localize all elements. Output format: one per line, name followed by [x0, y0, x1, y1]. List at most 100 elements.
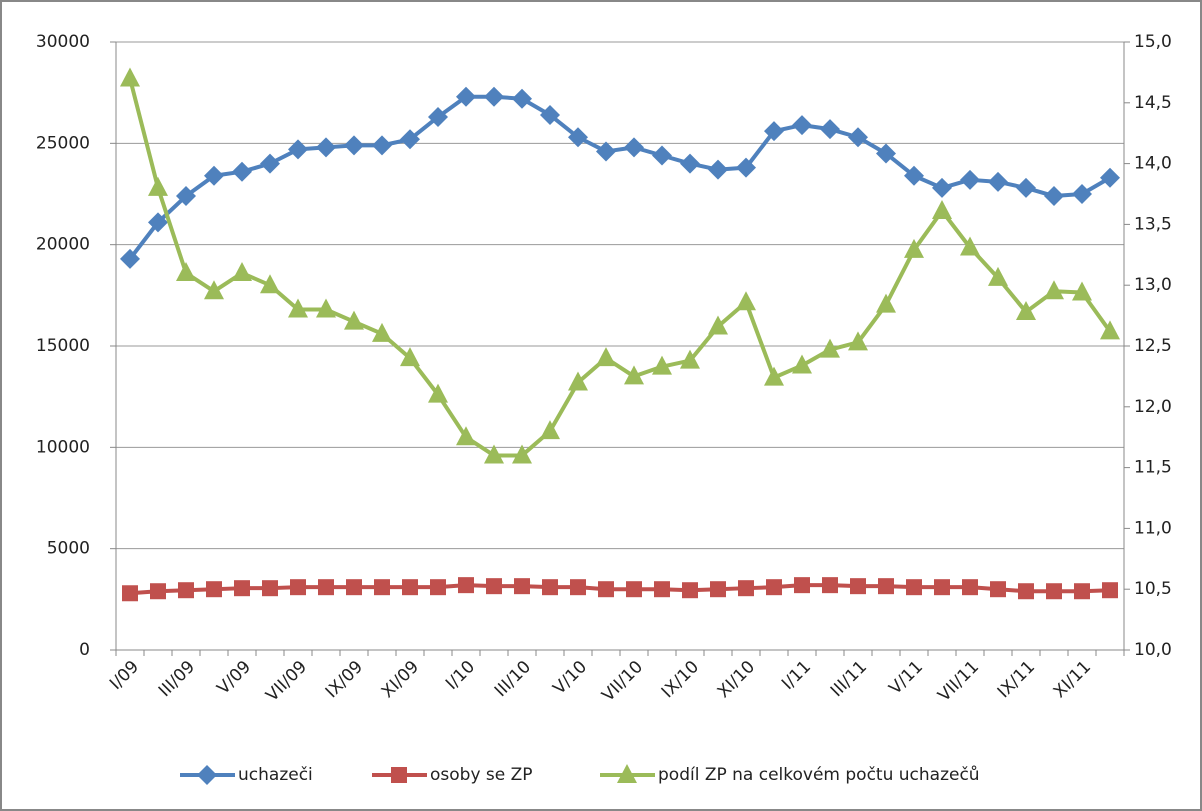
data-point [962, 579, 978, 596]
data-point [850, 578, 866, 595]
data-point [568, 371, 588, 391]
y2-tick-label: 10,5 [1134, 579, 1172, 599]
data-point [1044, 186, 1064, 207]
data-point [1016, 177, 1036, 198]
y-tick-label: 20000 [36, 235, 90, 255]
data-point [148, 176, 168, 196]
data-point [176, 186, 196, 207]
data-point [1072, 184, 1092, 204]
data-point [822, 577, 838, 594]
data-point [708, 159, 728, 180]
data-point [596, 347, 616, 367]
y-tick-label: 0 [79, 640, 90, 660]
data-point [372, 135, 392, 156]
data-point [456, 426, 476, 446]
legend-label: osoby se ZP [430, 765, 533, 785]
y2-tick-label: 12,5 [1134, 336, 1172, 356]
data-point [736, 157, 756, 178]
data-point [624, 137, 644, 158]
legend-label: uchazeči [238, 765, 313, 785]
data-point [178, 582, 194, 599]
data-point [344, 310, 364, 330]
data-point [568, 127, 588, 148]
y2-tick-label: 13,5 [1134, 214, 1172, 234]
data-point [960, 236, 980, 256]
y-tick-label: 25000 [36, 133, 90, 153]
data-point [988, 171, 1008, 192]
data-point [906, 579, 922, 596]
data-point [150, 583, 166, 600]
data-point [484, 444, 504, 464]
data-point [374, 579, 390, 596]
legend-label: podíl ZP na celkovém počtu uchazečů [658, 765, 980, 785]
data-point [736, 291, 756, 311]
data-point [792, 115, 812, 136]
data-point [654, 581, 670, 598]
data-point [990, 581, 1006, 598]
data-point [934, 579, 950, 596]
data-point [820, 119, 840, 140]
data-point [932, 200, 952, 220]
data-point [1100, 320, 1120, 340]
y2-tick-label: 14,5 [1134, 93, 1172, 113]
data-point [626, 581, 642, 598]
data-point [484, 86, 504, 107]
data-point [234, 580, 250, 597]
data-point [204, 280, 224, 300]
data-point [430, 579, 446, 596]
data-point [1072, 281, 1092, 301]
data-point [624, 365, 644, 385]
data-point [710, 581, 726, 598]
data-point [316, 137, 336, 158]
y2-tick-label: 10,0 [1134, 640, 1172, 660]
y2-tick-label: 12,0 [1134, 397, 1172, 417]
data-point [400, 129, 420, 150]
data-point [288, 298, 308, 318]
data-point [598, 581, 614, 598]
data-point [512, 444, 532, 464]
data-point [764, 121, 784, 142]
data-point [316, 298, 336, 318]
data-point [848, 127, 868, 148]
data-point [206, 581, 222, 598]
data-point [540, 420, 560, 440]
y2-tick-label: 15,0 [1134, 32, 1172, 52]
data-point [428, 106, 448, 127]
data-point [820, 338, 840, 358]
data-point [794, 577, 810, 594]
data-point [904, 238, 924, 258]
data-point [122, 585, 138, 602]
data-point [1044, 280, 1064, 300]
data-point [232, 262, 252, 282]
y-tick-label: 10000 [36, 437, 90, 457]
data-point [652, 145, 672, 166]
legend-marker [391, 767, 407, 783]
data-point [876, 143, 896, 164]
legend-marker [197, 765, 217, 785]
data-point [288, 139, 308, 160]
data-point [878, 578, 894, 595]
data-point [456, 86, 476, 107]
data-point [876, 293, 896, 313]
data-point [318, 579, 334, 596]
data-point [262, 580, 278, 597]
data-point [458, 577, 474, 594]
data-point [708, 315, 728, 335]
data-point [1018, 583, 1034, 600]
legend-marker [617, 764, 637, 783]
data-point [792, 354, 812, 374]
data-point [596, 141, 616, 162]
data-point [148, 212, 168, 233]
data-point [120, 67, 140, 87]
data-point [766, 579, 782, 596]
data-point [400, 347, 420, 367]
data-point [904, 165, 924, 186]
data-point [512, 88, 532, 109]
data-point [1016, 300, 1036, 320]
data-point [486, 578, 502, 595]
data-point [344, 135, 364, 156]
data-point [764, 366, 784, 386]
data-point [402, 579, 418, 596]
